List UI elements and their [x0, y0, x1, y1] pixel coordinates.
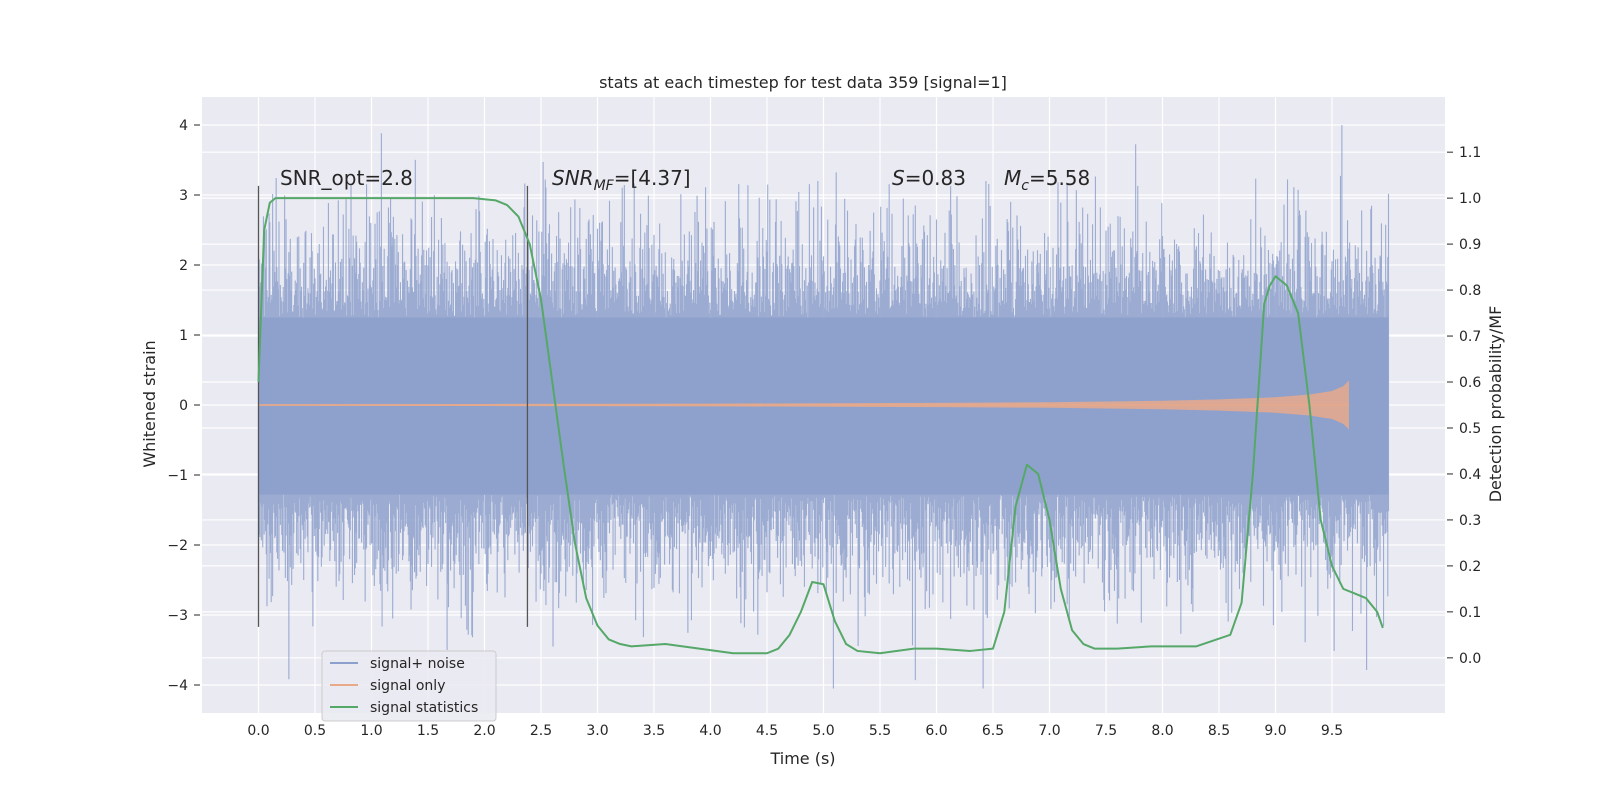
x-tick-label: 6.0: [925, 723, 947, 739]
x-tick-label: 0.0: [247, 723, 269, 739]
y2-axis-label: Detection probability/MF: [1486, 306, 1505, 503]
y2-tick-label: 0.7: [1459, 329, 1481, 345]
y-tick-label: 3: [179, 188, 188, 204]
y-tick-label: 1: [179, 328, 188, 344]
x-tick-label: 8.0: [1151, 723, 1173, 739]
mc-subscript: c: [1021, 178, 1029, 194]
x-tick-label: 4.0: [699, 723, 721, 739]
legend-label-signal: signal only: [370, 678, 445, 694]
legend: signal+ noise signal only signal statist…: [321, 650, 497, 722]
x-tick-label: 2.0: [473, 723, 495, 739]
legend-label-stat: signal statistics: [370, 700, 478, 716]
annotation-snr-opt: SNR_opt=2.8: [280, 166, 413, 190]
annotations: SNR_opt=2.8 SNRMF=[4.37] S=0.83 Mc=5.58: [280, 166, 1090, 194]
annotation-mc: Mc=5.58: [1004, 166, 1090, 194]
y-tick-label: −3: [167, 608, 188, 624]
x-axis-label: Time (s): [769, 749, 835, 768]
signal-statistics-line: [257, 197, 1384, 655]
x-tick-label: 7.5: [1095, 723, 1117, 739]
x-tick-label: 9.0: [1264, 723, 1286, 739]
snr-mf-subscript: MF: [594, 178, 615, 194]
y-tick-label: −1: [167, 468, 188, 484]
x-tick-label: 7.0: [1038, 723, 1060, 739]
y-tick-label: −4: [167, 678, 188, 694]
y2-tick-label: 1.0: [1459, 191, 1481, 207]
y2-tick-label: 0.4: [1459, 467, 1481, 483]
vertical-markers: [257, 185, 529, 627]
y-tick-label: −2: [167, 538, 188, 554]
x-tick-label: 6.5: [982, 723, 1004, 739]
legend-box: [321, 650, 497, 722]
y2-tick-label: 0.1: [1459, 605, 1481, 621]
y-tick-label: 2: [179, 258, 188, 274]
x-tick-label: 0.5: [304, 723, 326, 739]
y2-tick-label: 0.6: [1459, 375, 1481, 391]
x-tick-label: 5.0: [812, 723, 834, 739]
y-tick-label: 0: [179, 398, 188, 414]
annotation-snr-mf: SNRMF=[4.37]: [552, 166, 691, 194]
x-tick-label: 9.5: [1321, 723, 1343, 739]
y2-tick-label: 0.3: [1459, 513, 1481, 529]
snr-mf-value: =[4.37]: [614, 166, 691, 190]
signal-statistics-trace: [257, 197, 1384, 655]
y-tick-label: 4: [179, 118, 188, 134]
y2-axis-ticks: 0.0 0.1 0.2 0.3 0.4 0.5 0.6 0.7 0.8 0.9 1.0 1.1: [1447, 145, 1481, 667]
x-tick-label: 3.5: [643, 723, 665, 739]
y2-tick-label: 1.1: [1459, 145, 1481, 161]
snr-mf-symbol: SNR: [552, 166, 594, 190]
x-tick-label: 2.5: [530, 723, 552, 739]
y2-tick-label: 0.0: [1459, 651, 1481, 667]
y2-tick-label: 0.2: [1459, 559, 1481, 575]
mc-symbol: M: [1004, 166, 1021, 190]
x-tick-label: 1.5: [417, 723, 439, 739]
x-tick-label: 3.0: [586, 723, 608, 739]
y2-tick-label: 0.9: [1459, 237, 1481, 253]
annotation-s: S=0.83: [892, 166, 966, 190]
y-axis-label: Whitened strain: [140, 340, 159, 467]
x-tick-label: 5.5: [869, 723, 891, 739]
y2-tick-label: 0.8: [1459, 283, 1481, 299]
x-axis-ticks: 0.0 0.5 1.0 1.5 2.0 2.5 3.0 3.5 4.0 4.5 5.0 5.5 6.0 6…: [247, 723, 1343, 739]
s-symbol: S: [892, 166, 905, 190]
s-value: =0.83: [905, 166, 966, 190]
y-axis-ticks: 4 3 2 1 0 −1 −2 −3 −4: [167, 118, 200, 694]
mc-value: =5.58: [1029, 166, 1090, 190]
x-tick-label: 4.5: [756, 723, 778, 739]
legend-label-noise: signal+ noise: [370, 656, 465, 672]
signal-only-trace: [258, 380, 1349, 430]
y2-tick-label: 0.5: [1459, 421, 1481, 437]
x-tick-label: 1.0: [360, 723, 382, 739]
chart-title: stats at each timestep for test data 359…: [599, 73, 1007, 92]
x-tick-label: 8.5: [1208, 723, 1230, 739]
